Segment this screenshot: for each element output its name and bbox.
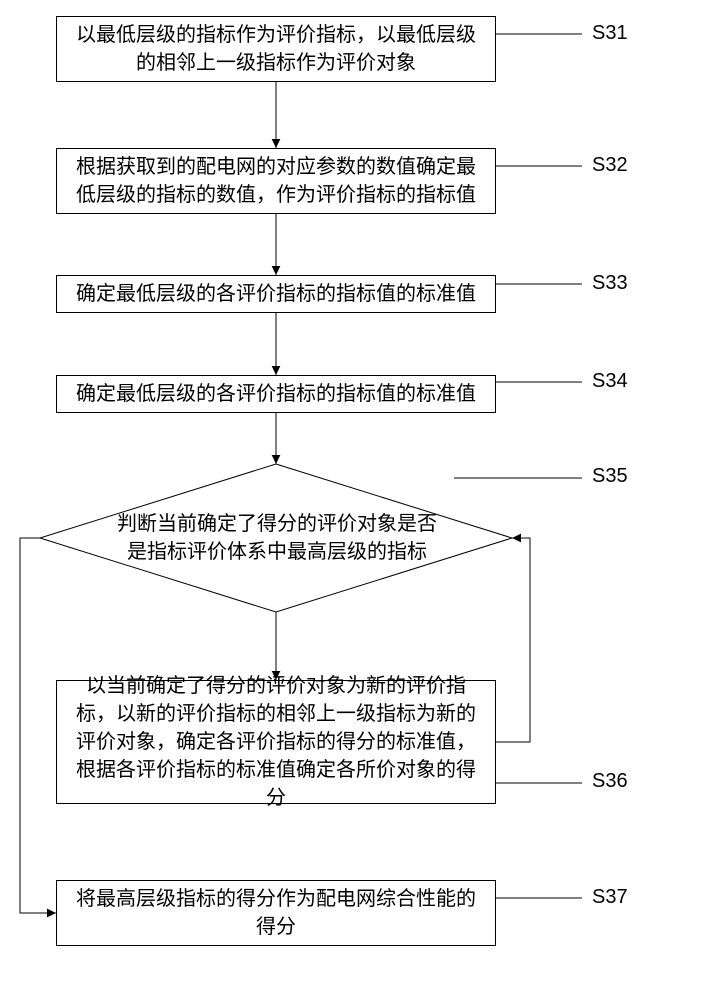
label-s35: S35 [592, 465, 628, 488]
box-s37-text: 将最高层级指标的得分作为配电网综合性能的得分 [67, 885, 485, 941]
label-s37: S37 [592, 886, 628, 909]
box-s37: 将最高层级指标的得分作为配电网综合性能的得分 [56, 880, 496, 946]
box-s32: 根据获取到的配电网的对应参数的数值确定最低层级的指标的数值，作为评价指标的指标值 [56, 148, 496, 214]
box-s33-text: 确定最低层级的各评价指标的指标值的标准值 [76, 280, 476, 308]
label-s31: S31 [592, 22, 628, 45]
box-s34-text: 确定最低层级的各评价指标的指标值的标准值 [76, 380, 476, 408]
box-s31: 以最低层级的指标作为评价指标，以最低层级的相邻上一级指标作为评价对象 [56, 16, 496, 82]
box-s36: 以当前确定了得分的评价对象为新的评价指标，以新的评价指标的相邻上一级指标为新的评… [56, 680, 496, 804]
box-s33: 确定最低层级的各评价指标的指标值的标准值 [56, 275, 496, 313]
box-s32-text: 根据获取到的配电网的对应参数的数值确定最低层级的指标的数值，作为评价指标的指标值 [67, 153, 485, 209]
box-s34: 确定最低层级的各评价指标的指标值的标准值 [56, 375, 496, 413]
label-s34: S34 [592, 370, 628, 393]
label-s33: S33 [592, 272, 628, 295]
label-s36: S36 [592, 770, 628, 793]
label-s32: S32 [592, 154, 628, 177]
box-s31-text: 以最低层级的指标作为评价指标，以最低层级的相邻上一级指标作为评价对象 [67, 21, 485, 77]
box-s36-text: 以当前确定了得分的评价对象为新的评价指标，以新的评价指标的相邻上一级指标为新的评… [67, 672, 485, 812]
decision-s35-text: 判断当前确定了得分的评价对象是否是指标评价体系中最高层级的指标 [110, 493, 444, 583]
